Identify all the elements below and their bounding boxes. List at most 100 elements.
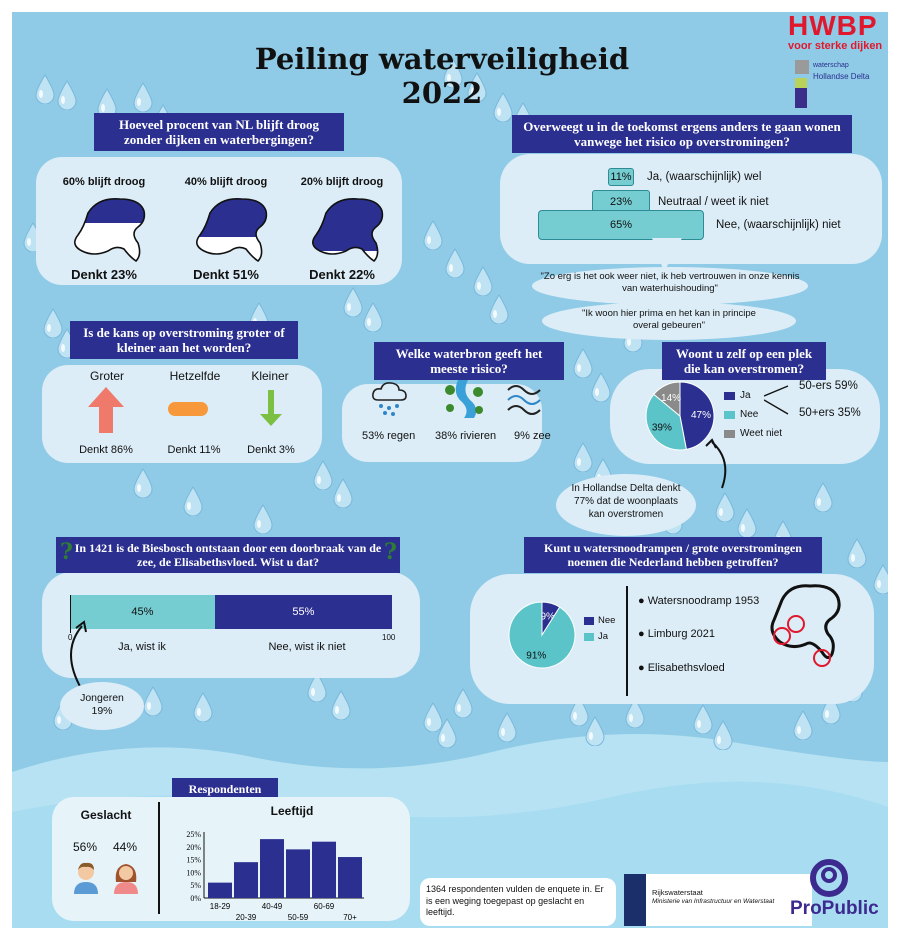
raindrop-icon — [488, 294, 510, 325]
q2-bar-ja: 11% — [608, 168, 634, 186]
q5-callout-arrow — [705, 438, 727, 489]
raindrop-icon — [132, 468, 154, 499]
q7-legend-nee: Nee — [598, 615, 616, 626]
gender-title: Geslacht — [80, 808, 132, 822]
raindrop-icon — [812, 482, 834, 513]
age-bar — [286, 849, 310, 898]
q5-bracket-lines — [764, 385, 789, 415]
q2-quote-1-text: "Zo erg is het ook weer niet, ik heb ver… — [540, 271, 800, 294]
arrow-down-icon — [260, 390, 282, 426]
q6-label-ja: Ja, wist ik — [118, 641, 166, 653]
raindrop-icon — [306, 672, 328, 703]
q7-legend-ja: Ja — [598, 631, 609, 642]
age-chart-y-tick: 10% — [186, 868, 201, 877]
q7-pie-chart: 9% 91% — [508, 601, 576, 669]
raindrop-icon — [42, 308, 64, 339]
q5-callout: In Hollandse Delta denkt 77% dat de woon… — [556, 474, 696, 536]
raindrop-icon — [736, 508, 758, 539]
raindrop-icon — [846, 538, 868, 569]
infographic-poster: Peiling waterveiligheid 2022 HWBP voor s… — [12, 12, 888, 928]
q3-result-kleiner: Denkt 3% — [247, 444, 295, 456]
age-chart-y-tick: 15% — [186, 856, 201, 865]
male-percent: 56% — [72, 840, 98, 854]
q6-axis-max: 100 — [382, 633, 396, 642]
q2-speech-pointer — [652, 238, 682, 272]
raindrop-icon — [584, 716, 606, 747]
female-percent: 44% — [112, 840, 138, 854]
question-mark-left-icon: ? — [60, 539, 73, 565]
age-bar — [338, 857, 362, 898]
propublic-logo-text: ProPublic — [790, 898, 879, 919]
netherlands-map-icon — [312, 197, 384, 263]
pie-slice — [679, 381, 715, 450]
raindrop-icon — [712, 720, 734, 751]
q4-label-regen: 53% regen — [362, 430, 416, 442]
q6-axis — [70, 595, 71, 633]
waves-icon — [507, 385, 541, 415]
q1-option-label: 40% blijft droog — [184, 176, 268, 188]
raindrop-icon — [572, 348, 594, 379]
q2-quote-1: "Zo erg is het ook weer niet, ik heb ver… — [532, 267, 808, 305]
waterschap-label: waterschap — [813, 62, 849, 69]
raindrop-icon — [452, 688, 474, 719]
hwbp-logo-text: HWBP — [788, 12, 878, 41]
age-bar — [234, 862, 258, 898]
raindrop-icon — [568, 696, 590, 727]
q3-label-kleiner: Kleiner — [251, 369, 289, 383]
q5-age-50plus: 50+ers 35% — [799, 407, 861, 419]
q4-label-rivieren: 38% rivieren — [435, 430, 497, 442]
age-bar — [260, 839, 284, 898]
q5-legend-swatch-nee — [724, 411, 735, 419]
q2-bar-nee: 65% — [538, 210, 704, 240]
q7-item-3: ● Elisabethsvloed — [638, 662, 725, 674]
propublic-logo-icon — [810, 859, 848, 897]
raindrop-icon — [466, 72, 488, 103]
raindrop-icon — [132, 82, 154, 113]
age-chart-y-tick: 25% — [186, 830, 201, 839]
waterschap-name: Hollandse Delta — [813, 72, 870, 81]
rijkswaterstaat-logo: Rijkswaterstaat Ministerie van Infrastru… — [624, 874, 812, 926]
rain-cloud-icon — [372, 382, 407, 416]
q3-result-groter: Denkt 86% — [79, 444, 133, 456]
q2-panel — [500, 154, 882, 264]
age-bar — [312, 841, 336, 898]
hwbp-logo-sub: voor sterke dijken — [788, 40, 883, 52]
q5-callout-text: In Hollandse Delta denkt 77% dat de woon… — [571, 483, 681, 520]
raindrop-icon — [252, 504, 274, 535]
q6-callout-text: Jongeren 19% — [80, 692, 124, 717]
raindrop-icon — [192, 692, 214, 723]
raindrop-icon — [182, 486, 204, 517]
age-chart-y-tick: 5% — [190, 881, 201, 890]
raindrop-icon — [492, 92, 514, 123]
q7-legend-swatch-ja — [584, 633, 594, 641]
q7-question: Kunt u watersnoodrampen / grote overstro… — [524, 537, 822, 573]
q5-legend-nee: Nee — [740, 409, 759, 420]
raindrop-icon — [872, 564, 888, 595]
rijkswaterstaat-ministry: Ministerie van Infrastructuur en Waterst… — [652, 898, 775, 905]
q6-axis-min: 0 — [68, 633, 73, 642]
raindrop-icon — [624, 698, 646, 729]
q2-label-neutraal: Neutraal / weet ik niet — [658, 196, 769, 208]
q7-divider — [626, 586, 628, 696]
q5-legend-weetniet: Weet niet — [740, 428, 783, 439]
q1-question: Hoeveel procent van NL blijft droog zond… — [94, 113, 344, 151]
raindrop-icon — [444, 248, 466, 279]
age-chart-x-label: 20-39 — [236, 913, 257, 920]
q7-item-1: ● Watersnoodramp 1953 — [638, 595, 760, 607]
q5-legend-ja: Ja — [740, 390, 751, 401]
question-mark-right-icon: ? — [384, 539, 397, 565]
age-chart-x-label: 70+ — [343, 913, 357, 920]
q7-item-2-text: Limburg 2021 — [647, 628, 715, 640]
q2-question: Overweegt u in de toekomst ergens anders… — [512, 115, 852, 153]
raindrop-icon — [342, 287, 364, 318]
raindrop-icon — [714, 492, 736, 523]
pie-slice-label: 39% — [652, 423, 672, 434]
age-chart-title: Leeftijd — [270, 804, 314, 818]
male-avatar-icon — [74, 862, 98, 894]
pie-slice — [645, 393, 687, 451]
netherlands-outline-map — [770, 584, 841, 667]
q1-option-result: Denkt 23% — [71, 267, 137, 282]
raindrop-icon — [332, 478, 354, 509]
raindrop-icon — [422, 220, 444, 251]
age-chart-y-tick: 20% — [186, 843, 201, 852]
